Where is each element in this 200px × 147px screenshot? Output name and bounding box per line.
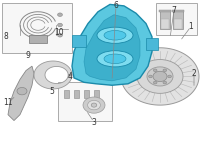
Circle shape — [88, 100, 100, 110]
Text: 3: 3 — [92, 117, 96, 127]
Bar — [64, 90, 69, 98]
Text: 4: 4 — [68, 72, 72, 81]
Polygon shape — [72, 35, 86, 47]
Circle shape — [58, 13, 62, 16]
Circle shape — [58, 34, 62, 37]
Bar — [172, 10, 184, 12]
Bar — [174, 19, 182, 29]
Bar — [84, 90, 89, 98]
Polygon shape — [146, 38, 158, 50]
Text: 9: 9 — [26, 51, 30, 60]
Polygon shape — [121, 48, 199, 105]
Text: 1: 1 — [189, 22, 193, 31]
Polygon shape — [34, 61, 72, 89]
Text: 6: 6 — [114, 1, 118, 10]
Circle shape — [163, 69, 167, 72]
FancyBboxPatch shape — [58, 82, 112, 121]
Ellipse shape — [97, 51, 133, 67]
Ellipse shape — [104, 31, 126, 40]
Circle shape — [58, 23, 62, 27]
Ellipse shape — [97, 27, 133, 43]
Text: 5: 5 — [50, 87, 54, 96]
Polygon shape — [72, 4, 152, 85]
Bar — [173, 10, 183, 29]
Bar — [161, 19, 169, 29]
Polygon shape — [84, 15, 140, 81]
Ellipse shape — [104, 54, 126, 64]
Bar — [160, 10, 170, 29]
Bar — [29, 35, 47, 43]
FancyBboxPatch shape — [2, 3, 72, 53]
Bar — [74, 90, 79, 98]
Circle shape — [163, 81, 167, 84]
Polygon shape — [8, 66, 34, 121]
Circle shape — [91, 103, 97, 107]
Circle shape — [153, 81, 157, 84]
Circle shape — [83, 97, 105, 113]
Circle shape — [147, 67, 173, 86]
Text: 8: 8 — [4, 32, 8, 41]
Circle shape — [17, 87, 27, 95]
Circle shape — [168, 75, 171, 78]
FancyBboxPatch shape — [156, 3, 197, 35]
Text: 7: 7 — [172, 6, 176, 15]
Text: 2: 2 — [192, 69, 196, 78]
Bar — [94, 90, 99, 98]
Text: 11: 11 — [3, 98, 13, 107]
Circle shape — [153, 69, 157, 72]
Text: 10: 10 — [54, 28, 64, 37]
Circle shape — [153, 71, 167, 82]
Bar — [159, 10, 171, 12]
Circle shape — [137, 60, 183, 93]
Circle shape — [149, 75, 152, 78]
